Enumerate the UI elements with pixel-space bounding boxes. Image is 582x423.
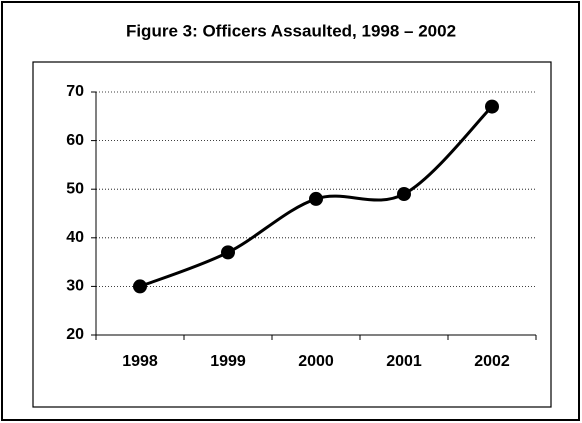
marker — [133, 279, 147, 294]
chart-title: Figure 3: Officers Assaulted, 1998 – 200… — [126, 21, 456, 40]
y-tick-label: 20 — [66, 326, 84, 343]
x-tick-label: 1998 — [122, 353, 158, 370]
y-tick-label: 70 — [66, 83, 84, 100]
marker — [397, 187, 411, 202]
x-tick-label: 2000 — [298, 353, 334, 370]
plot-frame — [32, 61, 552, 408]
y-tick-label: 60 — [66, 132, 84, 149]
y-tick-label: 30 — [66, 278, 84, 295]
x-tick-label: 1999 — [210, 353, 246, 370]
y-tick-label: 40 — [66, 229, 84, 246]
marker — [485, 99, 499, 114]
x-tick-label: 2001 — [386, 353, 422, 370]
x-tick-label: 2002 — [474, 353, 510, 370]
marker — [309, 191, 323, 206]
marker — [221, 245, 235, 260]
y-tick-label: 50 — [66, 180, 84, 197]
